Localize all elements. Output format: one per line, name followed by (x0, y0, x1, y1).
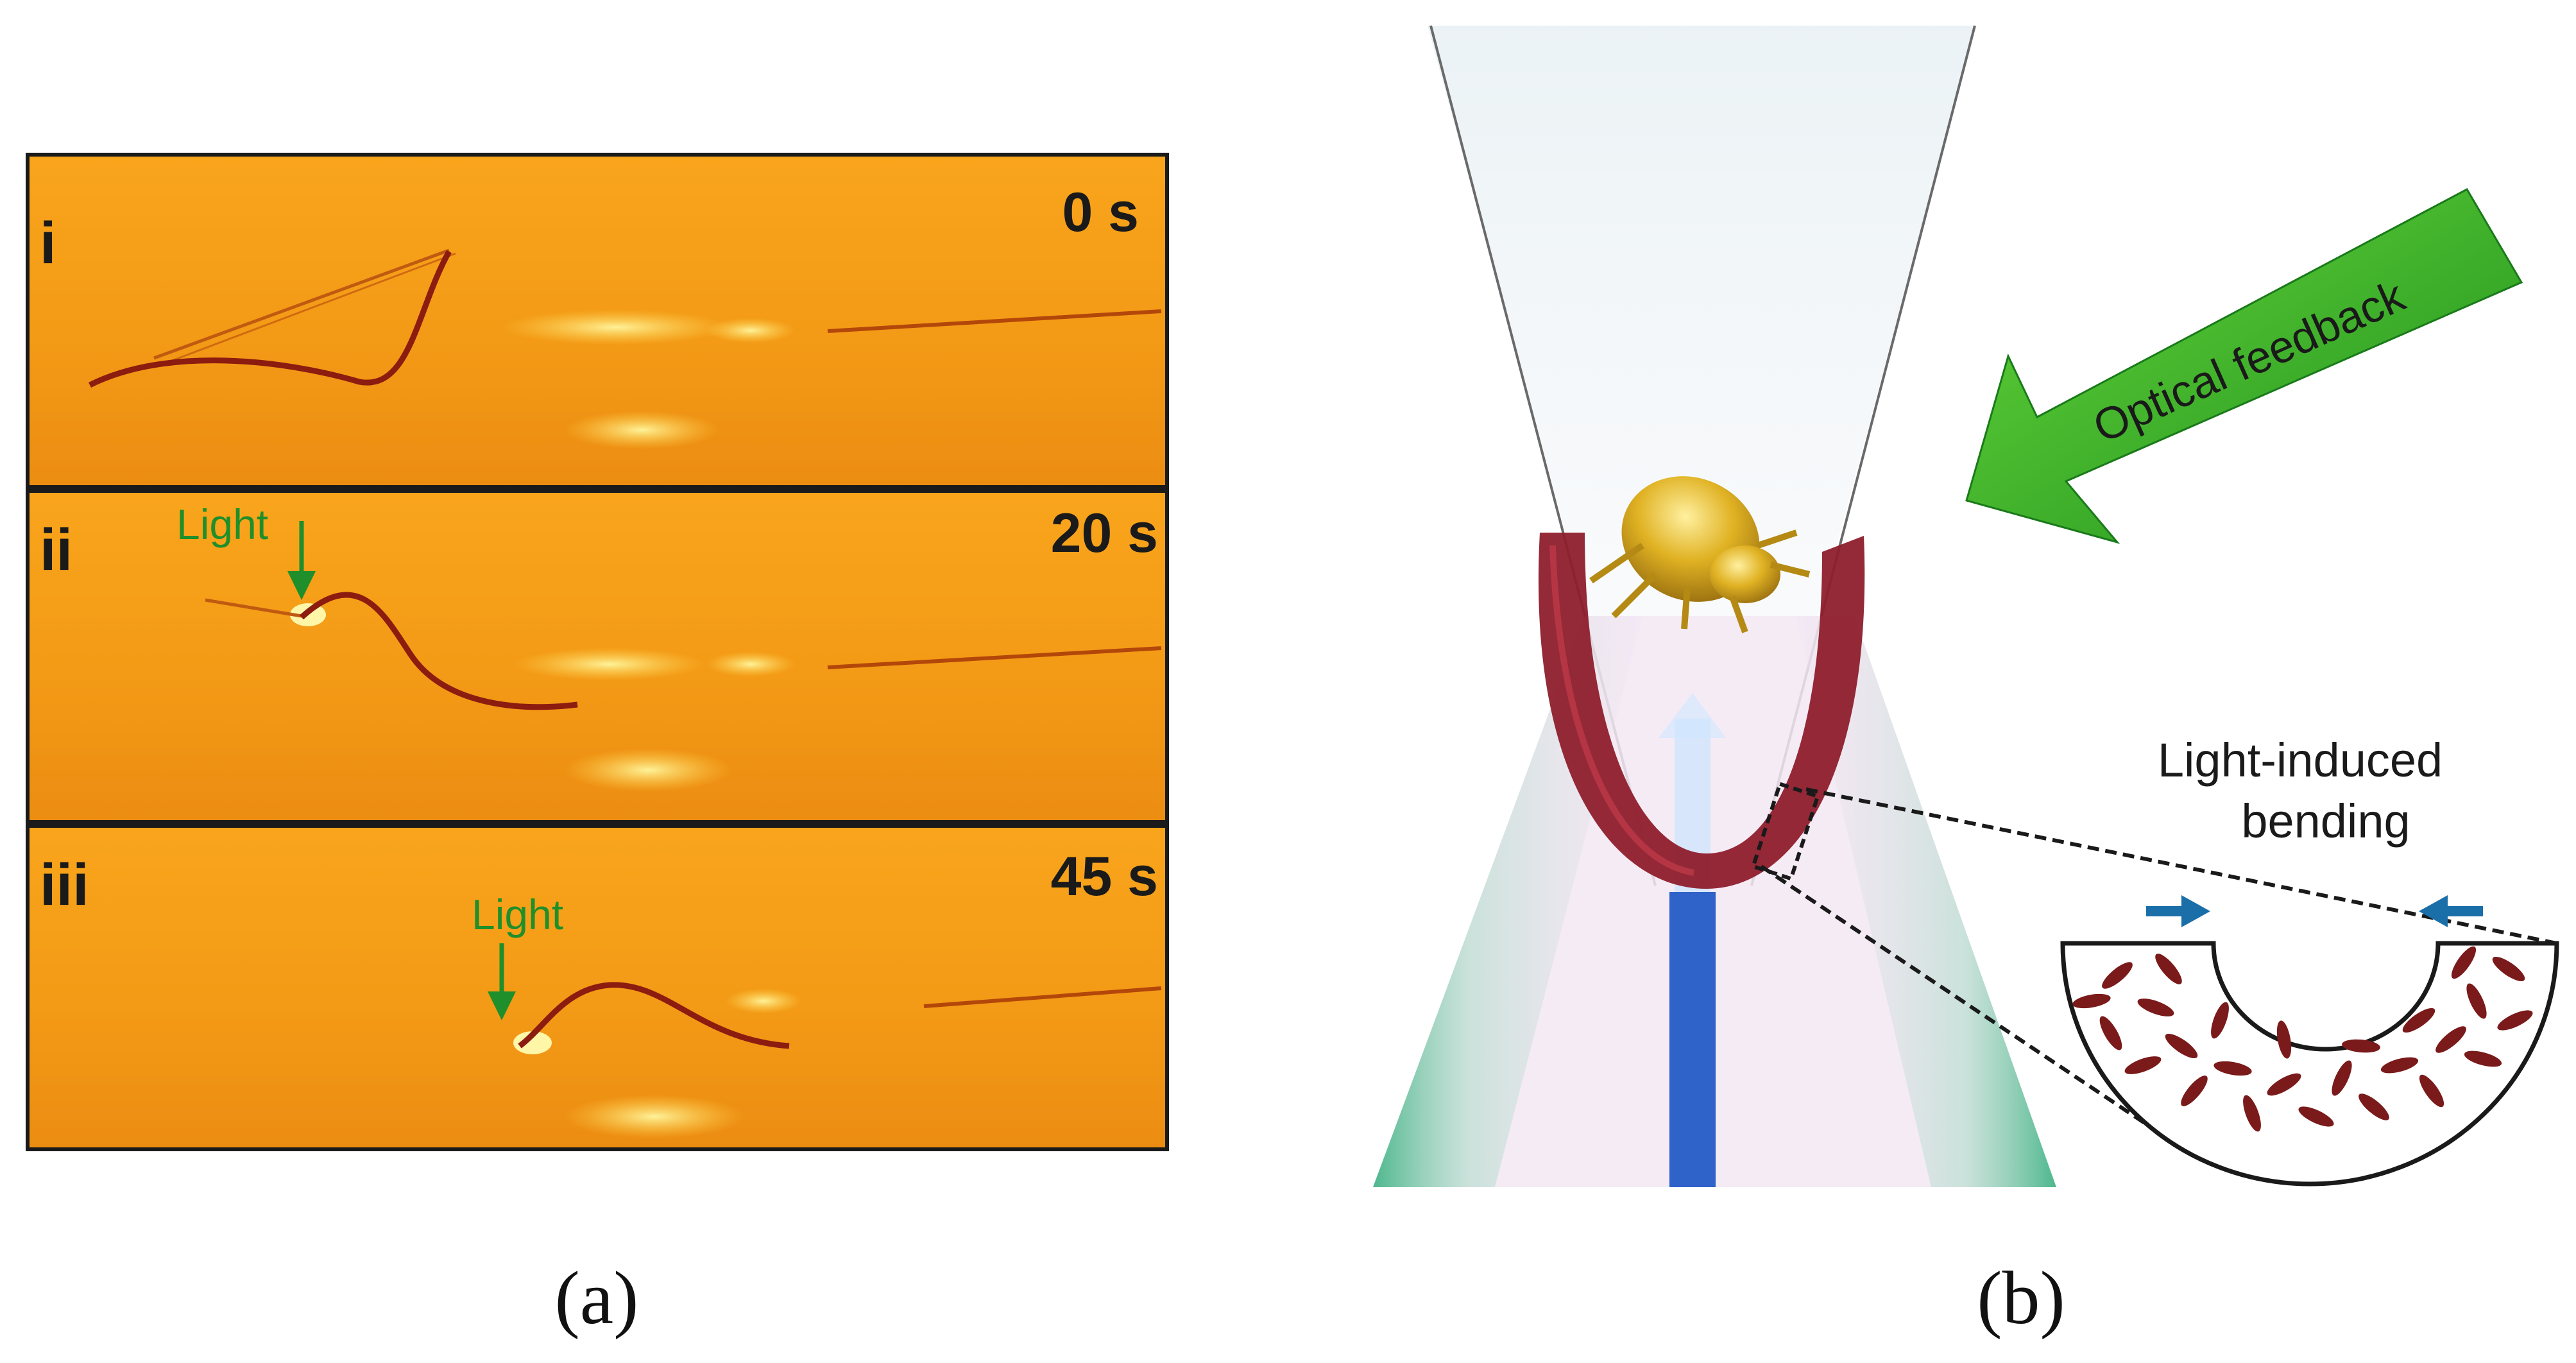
glow (565, 1095, 744, 1138)
robot-strip (88, 250, 452, 388)
zoom-box (1750, 781, 1820, 882)
inset-title-line1: Light-induced (2158, 733, 2443, 787)
light-arrow-icon (287, 521, 316, 600)
inset-title-line2: bending (2241, 794, 2410, 848)
panel-a: i 0 s ii 20 s Light (26, 153, 1169, 1151)
frame-divider (30, 485, 1165, 493)
glow (565, 748, 731, 792)
frame-iii-roman: iii (40, 852, 89, 918)
fiber-tether (153, 248, 450, 360)
frame-ii: ii 20 s Light (30, 493, 1165, 820)
fiber-tether (205, 598, 302, 618)
bending-inset: Light-induced bending (2060, 733, 2559, 1187)
glow (513, 1031, 552, 1054)
zoom-line (1760, 864, 2151, 1128)
frame-i-roman: i (40, 210, 56, 276)
frame-i: i 0 s (30, 157, 1165, 485)
illumination-cone-top (1428, 26, 1976, 886)
frame-iii: iii 45 s Light (30, 828, 1165, 1147)
baseline-fiber (827, 646, 1162, 669)
cone-green-right (1796, 616, 2056, 1187)
push-arrow-left-icon (2146, 895, 2210, 927)
red-cup-highlight (1549, 545, 1694, 876)
liquid-crystal-molecules (2072, 946, 2533, 1132)
frame-divider (30, 820, 1165, 828)
fiber-tether (166, 252, 456, 364)
glow (725, 988, 802, 1014)
panel-b-caption: (b) (1977, 1256, 2065, 1340)
glow (706, 651, 796, 677)
light-label: Light (176, 501, 268, 548)
beetle-icon (1589, 476, 1811, 633)
frame-ii-roman: ii (40, 517, 73, 583)
optical-feedback-label: Optical feedback (2086, 270, 2412, 452)
panel-a-caption: (a) (554, 1256, 639, 1340)
optical-feedback-arrow: Optical feedback (1965, 188, 2523, 544)
light-label: Light (472, 891, 563, 938)
glow (513, 647, 706, 681)
baseline-fiber (827, 309, 1162, 333)
robot-strip (518, 982, 790, 1049)
glow (706, 318, 796, 343)
blue-beam (1669, 892, 1716, 1187)
frame-ii-time: 20 s (1051, 502, 1158, 564)
glow (565, 411, 719, 449)
baseline-fiber (923, 986, 1162, 1008)
push-arrow-right-icon (2419, 895, 2483, 927)
panel-b: Optical feedback Light-induced bending (1373, 25, 2559, 1187)
frame-iii-time: 45 s (1051, 846, 1158, 907)
robot-strip (299, 592, 578, 710)
red-cup (1538, 533, 1865, 889)
light-arrow-icon (488, 943, 516, 1020)
glow (500, 309, 731, 345)
beam-glow-arrow (1659, 693, 1726, 738)
frame-i-time: 0 s (1062, 182, 1139, 243)
